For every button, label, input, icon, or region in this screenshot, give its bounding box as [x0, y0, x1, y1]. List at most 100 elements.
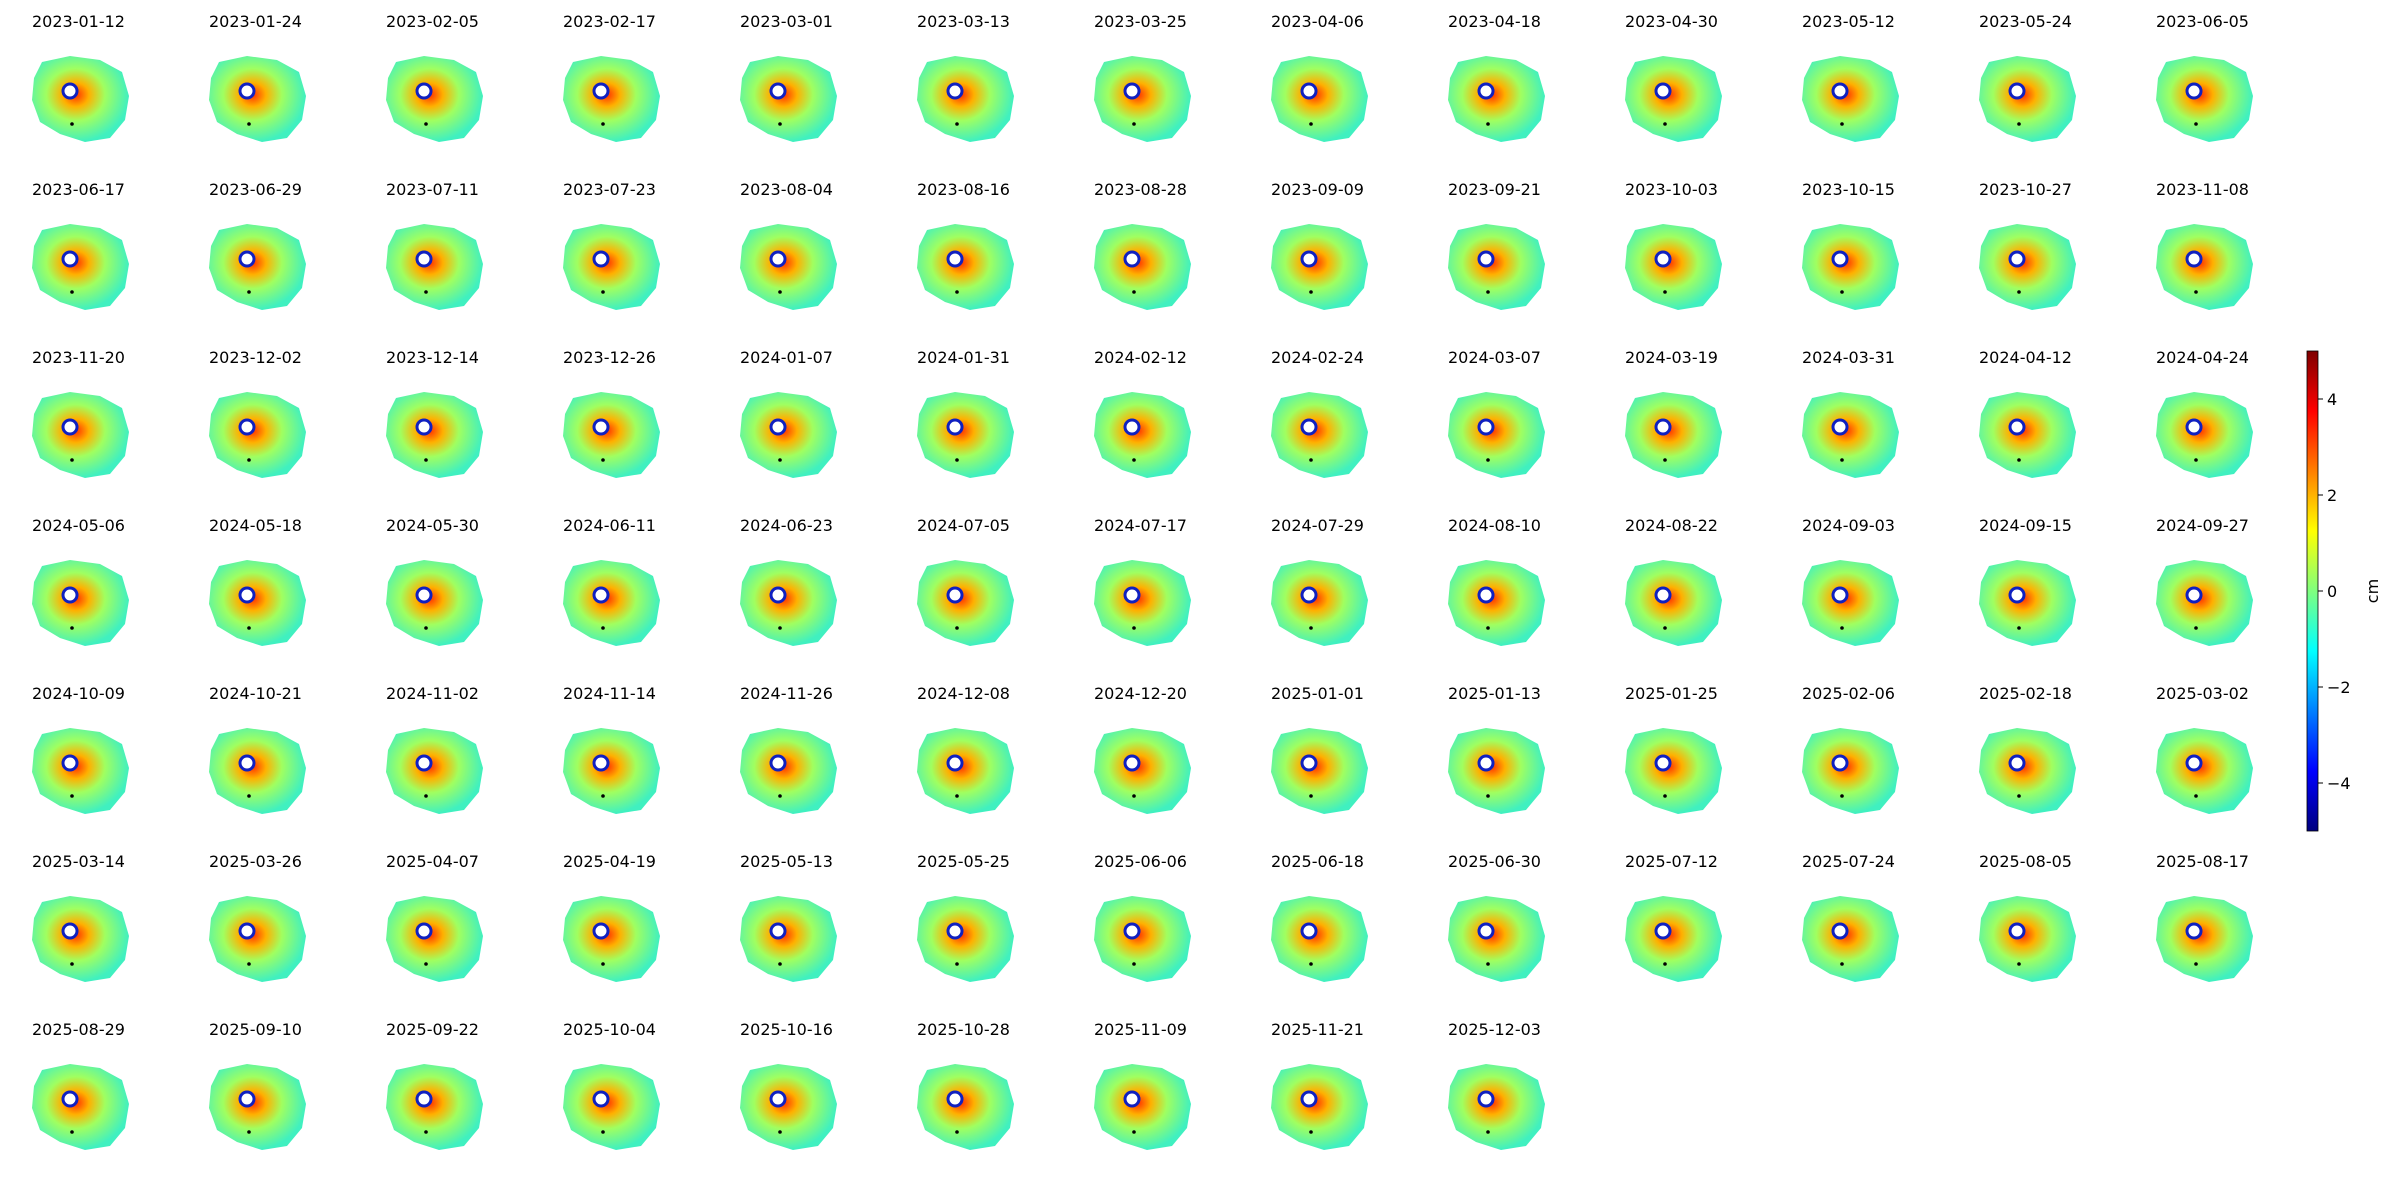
deformation-map [563, 1064, 660, 1150]
deformation-map [740, 560, 837, 646]
crater-ring [1477, 754, 1495, 772]
panel-title: 2025-12-03 [1448, 1020, 1541, 1039]
station-marker [424, 122, 428, 126]
deformation-map [1979, 392, 2076, 478]
map-area [32, 728, 129, 814]
crater-ring [2185, 754, 2203, 772]
station-marker [1486, 290, 1490, 294]
deformation-map [386, 728, 483, 814]
panel-title: 2025-08-17 [2156, 852, 2249, 871]
panel-title: 2023-02-17 [563, 12, 656, 31]
map-area [1979, 224, 2076, 310]
crater-ring [946, 754, 964, 772]
station-marker [2194, 290, 2198, 294]
map-area [386, 560, 483, 646]
panel-title: 2023-03-25 [1094, 12, 1187, 31]
deformation-map [2156, 224, 2253, 310]
station-marker [2194, 962, 2198, 966]
crater-ring [592, 1090, 610, 1108]
deformation-map [2156, 728, 2253, 814]
crater-ring [2185, 922, 2203, 940]
map-area [740, 224, 837, 310]
panel-title: 2025-03-26 [209, 852, 302, 871]
map-area [1094, 896, 1191, 982]
deformation-map [32, 56, 129, 142]
station-marker [424, 794, 428, 798]
station-marker [1663, 794, 1667, 798]
panel-title: 2023-08-16 [917, 180, 1010, 199]
deformation-map [1802, 896, 1899, 982]
panel-title: 2025-08-29 [32, 1020, 125, 1039]
crater-ring [1477, 586, 1495, 604]
station-marker [1309, 794, 1313, 798]
map-area [32, 896, 129, 982]
deformation-map [209, 896, 306, 982]
crater-ring [2008, 922, 2026, 940]
panel-title: 2023-06-05 [2156, 12, 2249, 31]
panel-title: 2024-04-24 [2156, 348, 2249, 367]
station-marker [1840, 962, 1844, 966]
crater-ring [1477, 82, 1495, 100]
map-area [1625, 896, 1722, 982]
map-area [1802, 896, 1899, 982]
deformation-map [1448, 728, 1545, 814]
crater-ring [2185, 586, 2203, 604]
map-area [563, 560, 660, 646]
panel-title: 2023-12-14 [386, 348, 479, 367]
station-marker [955, 962, 959, 966]
deformation-map [2156, 392, 2253, 478]
panel-title: 2023-04-06 [1271, 12, 1364, 31]
deformation-map [209, 224, 306, 310]
map-area [1094, 224, 1191, 310]
deformation-map [1094, 560, 1191, 646]
panel-title: 2025-09-22 [386, 1020, 479, 1039]
panel-title: 2024-07-17 [1094, 516, 1187, 535]
deformation-map [1271, 896, 1368, 982]
map-area [32, 560, 129, 646]
crater-ring [592, 418, 610, 436]
panel-title: 2024-10-09 [32, 684, 125, 703]
station-marker [1663, 458, 1667, 462]
deformation-map [1625, 728, 1722, 814]
deformation-map [1625, 896, 1722, 982]
station-marker [1840, 626, 1844, 630]
station-marker [70, 122, 74, 126]
map-area [1625, 728, 1722, 814]
deformation-map [2156, 560, 2253, 646]
crater-ring [1831, 922, 1849, 940]
map-area [386, 1064, 483, 1150]
deformation-map [1448, 896, 1545, 982]
crater-ring [946, 418, 964, 436]
crater-ring [1300, 250, 1318, 268]
crater-ring [592, 586, 610, 604]
deformation-map [1625, 560, 1722, 646]
map-area [1271, 1064, 1368, 1150]
panel-title: 2025-07-24 [1802, 852, 1895, 871]
crater-ring [1300, 418, 1318, 436]
panel-title: 2024-03-31 [1802, 348, 1895, 367]
crater-ring [769, 418, 787, 436]
crater-ring [1300, 586, 1318, 604]
deformation-map [740, 728, 837, 814]
deformation-map [1271, 392, 1368, 478]
map-area [917, 1064, 1014, 1150]
crater-ring [2185, 250, 2203, 268]
deformation-map [1625, 224, 1722, 310]
panel-title: 2025-04-19 [563, 852, 656, 871]
crater-ring [2008, 586, 2026, 604]
station-marker [2017, 962, 2021, 966]
panel-title: 2023-05-24 [1979, 12, 2072, 31]
panel-title: 2024-07-05 [917, 516, 1010, 535]
deformation-map [386, 224, 483, 310]
crater-ring [415, 250, 433, 268]
map-area [1802, 224, 1899, 310]
panel-title: 2023-08-04 [740, 180, 833, 199]
crater-ring [238, 922, 256, 940]
station-marker [601, 962, 605, 966]
crater-ring [61, 250, 79, 268]
crater-ring [1123, 922, 1141, 940]
crater-ring [1654, 418, 1672, 436]
station-marker [1840, 794, 1844, 798]
station-marker [778, 458, 782, 462]
panel-title: 2024-02-24 [1271, 348, 1364, 367]
